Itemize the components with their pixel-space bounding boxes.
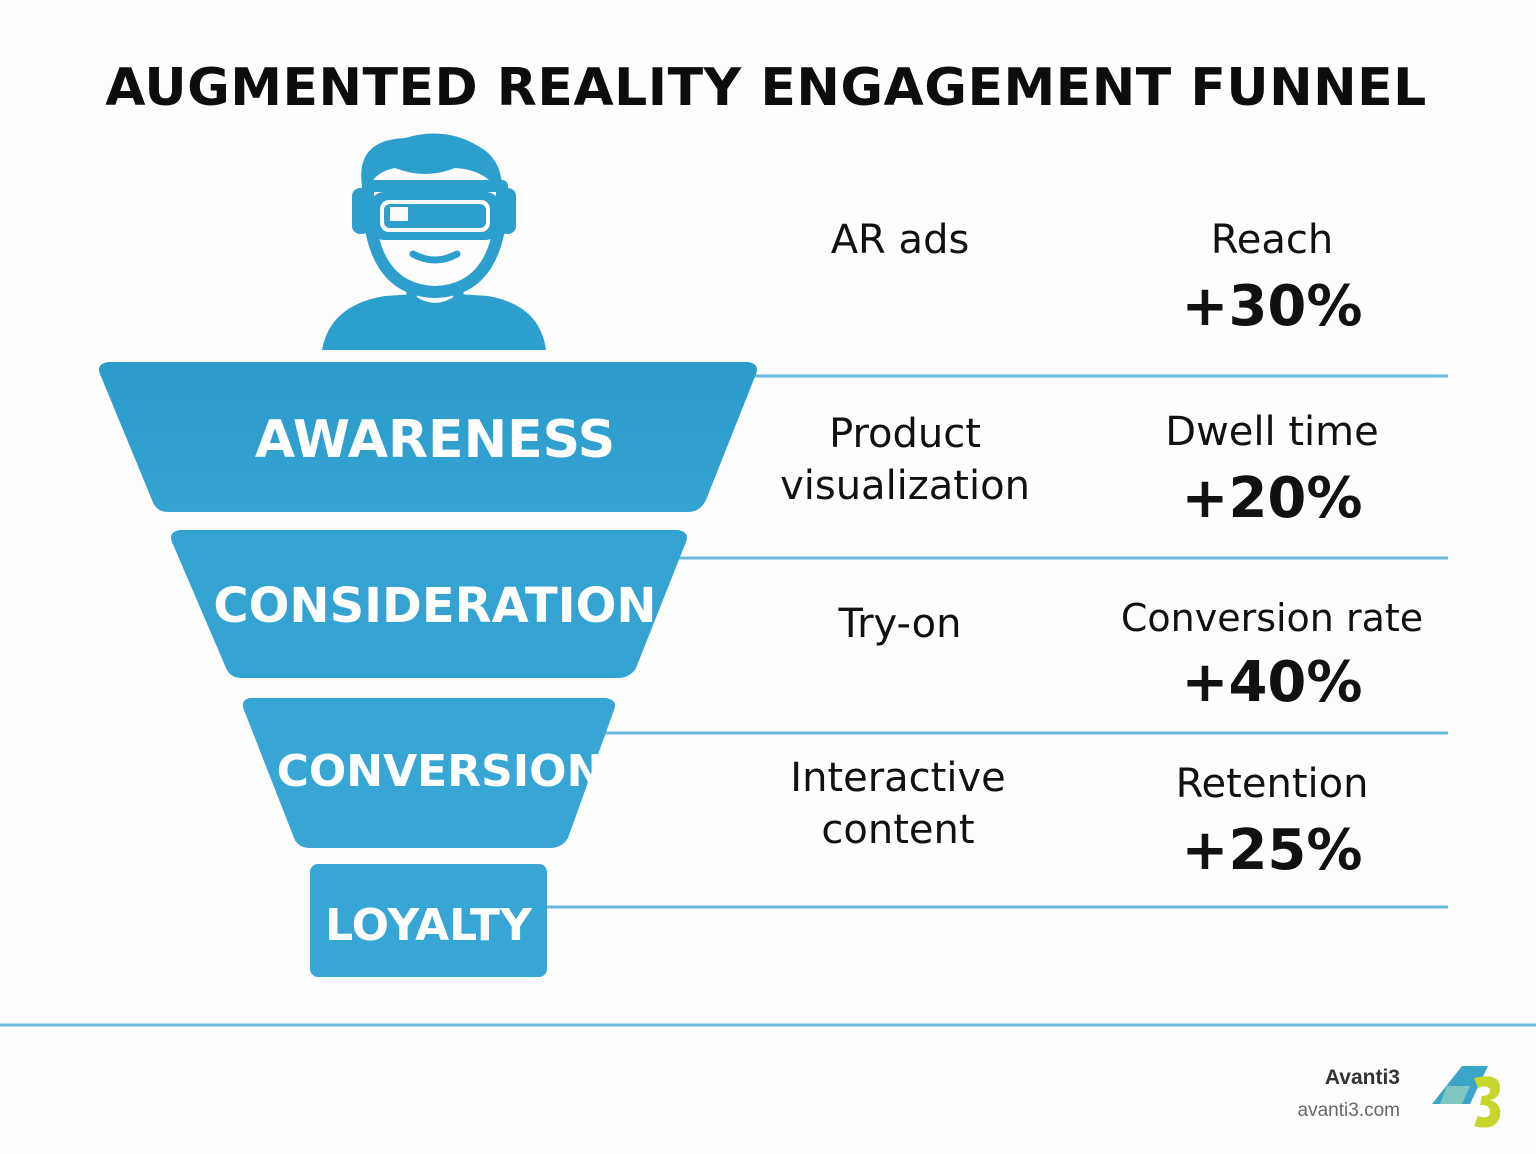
- footer-brand: Avanti3: [1324, 1066, 1400, 1089]
- tactic-interactive-content: Interactive content: [790, 755, 1006, 853]
- footer-url[interactable]: avanti3.com: [1297, 1100, 1400, 1121]
- stage-label-loyalty: LOYALTY: [325, 900, 532, 951]
- tactic-product-visualization: Product visualization: [780, 411, 1030, 509]
- metric-value-reach: +30%: [1181, 274, 1363, 339]
- funnel-stage-loyalty: [310, 864, 547, 977]
- metric-value-retention: +25%: [1181, 818, 1363, 883]
- ar-headset-user-icon: [322, 133, 546, 350]
- stage-label-consideration: CONSIDERATION: [213, 578, 657, 634]
- tactic-try-on: Try-on: [838, 601, 962, 647]
- metric-name-reach: Reach: [1210, 217, 1334, 263]
- funnel-stage-awareness: [99, 362, 757, 512]
- tactic-ar-ads: AR ads: [830, 217, 970, 263]
- stage-label-awareness: AWARENESS: [254, 410, 616, 470]
- funnel-stage-conversion: [242, 698, 615, 848]
- funnel-stage-consideration: [171, 530, 687, 678]
- stage-label-conversion: CONVERSION: [276, 746, 604, 797]
- metric-name-conversion-rate: Conversion rate: [1120, 596, 1424, 640]
- avanti3-logo-icon: [1432, 1066, 1501, 1128]
- metric-name-retention: Retention: [1175, 761, 1369, 807]
- metric-name-dwell-time: Dwell time: [1165, 409, 1379, 455]
- page-title: AUGMENTED REALITY ENGAGEMENT FUNNEL: [105, 58, 1427, 118]
- metric-value-dwell-time: +20%: [1181, 466, 1363, 531]
- metric-value-conversion-rate: +40%: [1181, 650, 1363, 715]
